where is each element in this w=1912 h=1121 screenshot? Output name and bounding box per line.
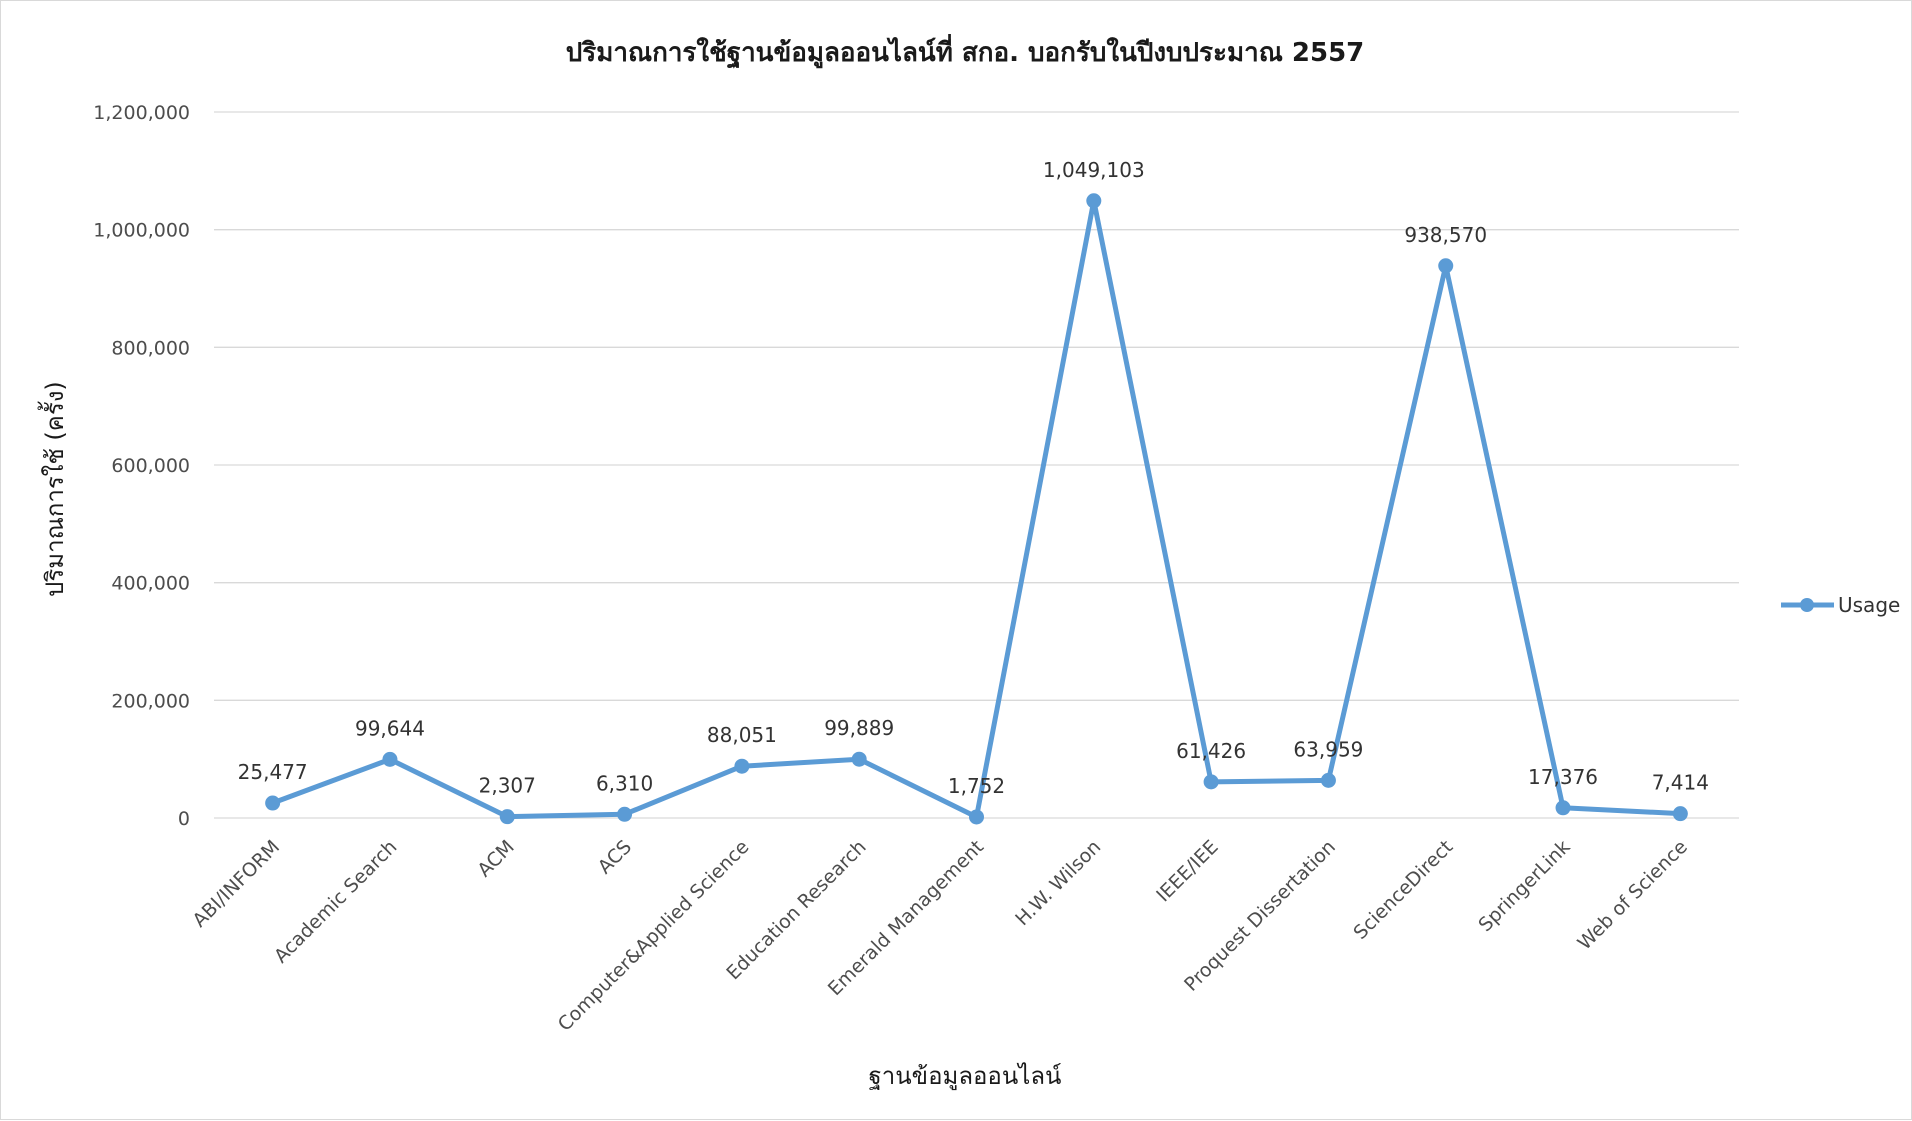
data-label: 17,376 bbox=[1528, 765, 1598, 789]
data-point bbox=[382, 751, 398, 767]
x-tick-label: ABI/INFORM bbox=[188, 836, 284, 932]
x-tick-label: SpringerLink bbox=[1474, 836, 1574, 936]
data-point bbox=[1203, 774, 1219, 790]
data-point bbox=[617, 806, 633, 822]
data-label: 88,051 bbox=[707, 723, 777, 747]
series-usage bbox=[265, 193, 1688, 825]
data-point bbox=[499, 809, 515, 825]
x-axis-title: ฐานข้อมูลออนไลน์ bbox=[869, 1062, 1062, 1091]
y-tick-label: 800,000 bbox=[111, 337, 190, 359]
y-axis-title: ปริมาณการใช้ (ครั้ง) bbox=[37, 381, 69, 597]
gridlines bbox=[214, 111, 1739, 819]
x-tick-label: ACM bbox=[473, 836, 518, 881]
data-labels: 25,477 99,644 2,307 6,310 88,051 99,889 1,752 1… bbox=[238, 158, 1709, 798]
data-point bbox=[1086, 193, 1102, 209]
x-tick-label: ScienceDirect bbox=[1349, 836, 1457, 944]
data-label: 99,644 bbox=[355, 716, 425, 740]
data-point bbox=[734, 758, 750, 774]
x-tick-label: Web of Science bbox=[1573, 836, 1691, 954]
x-tick-label: Computer&Applied Science bbox=[554, 836, 754, 1036]
y-tick-label: 200,000 bbox=[111, 690, 190, 712]
legend-label-usage: Usage bbox=[1838, 593, 1900, 617]
legend-marker-usage bbox=[1800, 598, 1814, 612]
data-label: 99,889 bbox=[824, 716, 894, 740]
chart-title: ปริมาณการใช้ฐานข้อมูลออนไลน์ที่ สกอ. บอก… bbox=[566, 33, 1365, 70]
x-tick-label: IEEE/IEE bbox=[1152, 836, 1222, 906]
data-point bbox=[1320, 772, 1336, 788]
data-label: 938,570 bbox=[1404, 223, 1487, 247]
series-line-usage bbox=[270, 198, 1683, 820]
data-label: 1,752 bbox=[948, 774, 1005, 798]
data-point bbox=[969, 809, 984, 825]
y-tick-label: 0 bbox=[178, 808, 190, 830]
data-point bbox=[851, 751, 867, 767]
x-tick-label: H.W. Wilson bbox=[1011, 836, 1105, 930]
x-tick-label: Academic Search bbox=[270, 836, 402, 968]
y-tick-label: 600,000 bbox=[111, 455, 190, 477]
y-tick-label: 1,000,000 bbox=[93, 220, 190, 242]
data-label: 1,049,103 bbox=[1043, 158, 1145, 182]
data-point bbox=[1438, 258, 1454, 274]
data-label: 2,307 bbox=[479, 774, 536, 798]
y-tick-label: 400,000 bbox=[111, 573, 190, 595]
data-label: 7,414 bbox=[1652, 771, 1709, 795]
data-label: 61,426 bbox=[1176, 739, 1246, 763]
legend: Usage bbox=[1781, 593, 1900, 617]
data-point bbox=[1672, 806, 1688, 822]
data-point bbox=[1555, 800, 1571, 816]
data-label: 6,310 bbox=[596, 771, 653, 795]
x-tick-label: ACS bbox=[594, 836, 636, 878]
y-tick-label: 1,200,000 bbox=[93, 102, 190, 124]
y-axis-ticks: 0 200,000 400,000 600,000 800,000 1,000,000 1,… bbox=[93, 102, 190, 830]
data-label: 63,959 bbox=[1293, 737, 1363, 761]
data-label: 25,477 bbox=[238, 760, 308, 784]
data-point bbox=[265, 795, 281, 811]
